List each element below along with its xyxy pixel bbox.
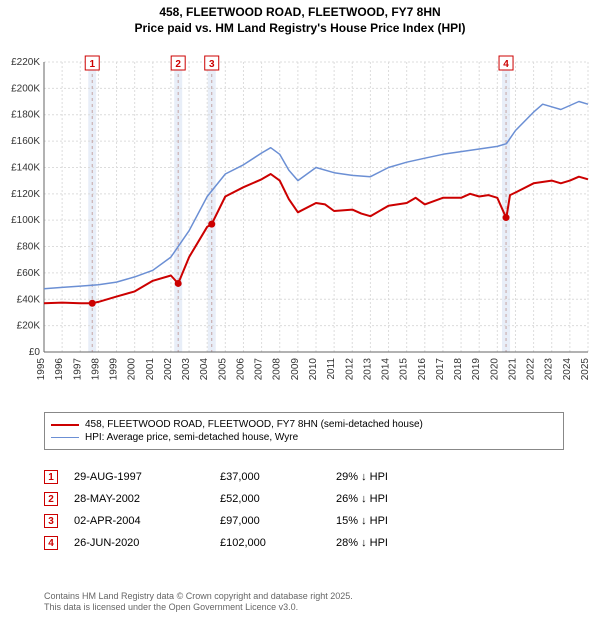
event-delta: 29% ↓ HPI: [336, 471, 456, 483]
svg-text:1997: 1997: [72, 358, 83, 381]
event-row: 3 02-APR-2004 £97,000 15% ↓ HPI: [44, 514, 564, 528]
svg-text:2004: 2004: [199, 358, 210, 381]
event-date: 29-AUG-1997: [74, 471, 204, 483]
svg-text:2025: 2025: [580, 358, 591, 381]
event-date: 02-APR-2004: [74, 515, 204, 527]
svg-text:2016: 2016: [417, 358, 428, 381]
legend: 458, FLEETWOOD ROAD, FLEETWOOD, FY7 8HN …: [44, 412, 564, 450]
svg-text:2018: 2018: [453, 358, 464, 381]
svg-text:2019: 2019: [471, 358, 482, 381]
svg-text:2005: 2005: [217, 358, 228, 381]
event-row: 2 28-MAY-2002 £52,000 26% ↓ HPI: [44, 492, 564, 506]
svg-text:2012: 2012: [344, 358, 355, 381]
event-delta: 26% ↓ HPI: [336, 493, 456, 505]
svg-text:£20K: £20K: [17, 321, 41, 332]
svg-text:2008: 2008: [272, 358, 283, 381]
svg-text:£40K: £40K: [17, 294, 41, 305]
chart: 1 2 3 4 £0 £20K £40K £60K £80K £100K £120K £140K £16…: [0, 40, 600, 400]
svg-text:2017: 2017: [435, 358, 446, 381]
legend-row-1: 458, FLEETWOOD ROAD, FLEETWOOD, FY7 8HN …: [51, 419, 557, 430]
title-line-2: Price paid vs. HM Land Registry's House …: [0, 21, 600, 37]
legend-swatch-1: [51, 424, 79, 426]
svg-text:2015: 2015: [399, 358, 410, 381]
event-marker: 1: [44, 470, 58, 484]
svg-text:£80K: £80K: [17, 242, 41, 253]
svg-text:2007: 2007: [254, 358, 265, 381]
svg-text:2: 2: [175, 59, 181, 70]
svg-text:£120K: £120K: [11, 189, 40, 200]
event-row: 1 29-AUG-1997 £37,000 29% ↓ HPI: [44, 470, 564, 484]
svg-text:2002: 2002: [163, 358, 174, 381]
svg-text:2014: 2014: [381, 358, 392, 381]
svg-text:2013: 2013: [362, 358, 373, 381]
event-row: 4 26-JUN-2020 £102,000 28% ↓ HPI: [44, 536, 564, 550]
credit-line-1: Contains HM Land Registry data © Crown c…: [44, 591, 564, 603]
svg-text:2009: 2009: [290, 358, 301, 381]
svg-text:£160K: £160K: [11, 136, 40, 147]
event-date: 28-MAY-2002: [74, 493, 204, 505]
svg-text:1996: 1996: [54, 358, 65, 381]
svg-text:2024: 2024: [562, 358, 573, 381]
svg-text:2023: 2023: [544, 358, 555, 381]
event-price: £37,000: [220, 471, 320, 483]
svg-text:2006: 2006: [235, 358, 246, 381]
event-marker: 3: [44, 514, 58, 528]
legend-row-2: HPI: Average price, semi-detached house,…: [51, 432, 557, 443]
events-table: 1 29-AUG-1997 £37,000 29% ↓ HPI 2 28-MAY-2002…: [44, 462, 564, 558]
event-marker: 2: [44, 492, 58, 506]
svg-text:2011: 2011: [326, 358, 337, 380]
svg-text:£140K: £140K: [11, 162, 40, 173]
title-line-1: 458, FLEETWOOD ROAD, FLEETWOOD, FY7 8HN: [0, 5, 600, 21]
svg-text:£220K: £220K: [11, 57, 40, 68]
credit-line-2: This data is licensed under the Open Gov…: [44, 602, 564, 614]
svg-text:4: 4: [503, 59, 509, 70]
event-price: £97,000: [220, 515, 320, 527]
svg-text:2010: 2010: [308, 358, 319, 381]
event-price: £102,000: [220, 537, 320, 549]
credit: Contains HM Land Registry data © Crown c…: [44, 591, 564, 614]
event-price: £52,000: [220, 493, 320, 505]
event-date: 26-JUN-2020: [74, 537, 204, 549]
svg-text:£200K: £200K: [11, 83, 40, 94]
svg-text:2001: 2001: [145, 358, 156, 381]
svg-text:2020: 2020: [489, 358, 500, 381]
svg-text:2021: 2021: [507, 358, 518, 381]
legend-swatch-2: [51, 437, 79, 438]
svg-text:1999: 1999: [109, 358, 120, 381]
svg-text:£100K: £100K: [11, 215, 40, 226]
legend-label-1: 458, FLEETWOOD ROAD, FLEETWOOD, FY7 8HN …: [85, 419, 423, 430]
svg-text:1998: 1998: [90, 358, 101, 381]
event-delta: 28% ↓ HPI: [336, 537, 456, 549]
event-delta: 15% ↓ HPI: [336, 515, 456, 527]
svg-text:1995: 1995: [36, 358, 47, 381]
svg-text:3: 3: [209, 59, 215, 70]
svg-text:£0: £0: [29, 347, 41, 358]
event-marker: 4: [44, 536, 58, 550]
legend-label-2: HPI: Average price, semi-detached house,…: [85, 432, 298, 443]
svg-text:£60K: £60K: [17, 268, 41, 279]
svg-text:1: 1: [89, 59, 95, 70]
svg-text:2000: 2000: [127, 358, 138, 381]
svg-text:£180K: £180K: [11, 110, 40, 121]
svg-text:2022: 2022: [526, 358, 537, 381]
svg-text:2003: 2003: [181, 358, 192, 381]
chart-svg: 1 2 3 4 £0 £20K £40K £60K £80K £100K £120K £140K £16…: [0, 40, 600, 400]
chart-title: 458, FLEETWOOD ROAD, FLEETWOOD, FY7 8HN …: [0, 0, 600, 36]
